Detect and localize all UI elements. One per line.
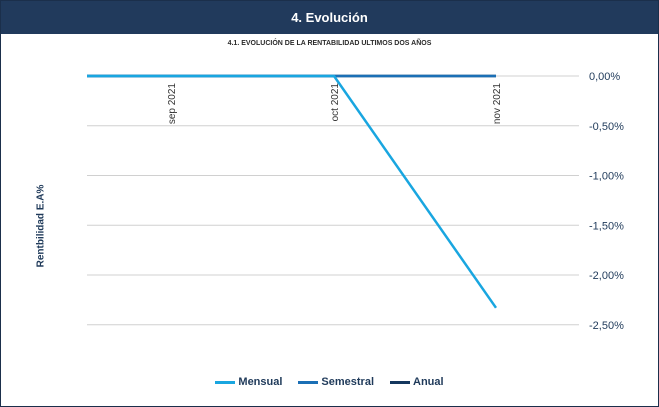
chart-legend: Mensual Semestral Anual <box>1 376 658 388</box>
legend-item-mensual: Mensual <box>215 376 282 388</box>
legend-swatch-semestral <box>298 380 319 384</box>
y-tick-label: -2,00% <box>589 270 624 282</box>
legend-label-mensual: Mensual <box>238 376 283 388</box>
y-tick-label: -1,50% <box>589 220 624 232</box>
legend-swatch-mensual <box>215 380 236 384</box>
x-tick-label: oct 2021 <box>330 83 341 122</box>
y-tick-label: -0,50% <box>589 121 624 133</box>
y-tick-label: 0,00% <box>589 71 620 83</box>
legend-swatch-anual <box>390 380 411 384</box>
legend-label-anual: Anual <box>413 376 444 388</box>
y-tick-label: -1,00% <box>589 171 624 183</box>
chart-title: 4.1. EVOLUCIÓN DE LA RENTABILIDAD ULTIMO… <box>227 40 432 47</box>
x-tick-label: sep 2021 <box>167 83 178 125</box>
section-header: 4. Evolución <box>1 1 658 34</box>
y-tick-label: -2,50% <box>589 320 624 332</box>
x-tick-label: nov 2021 <box>492 83 503 125</box>
series-line-mensual <box>87 74 498 309</box>
legend-item-anual: Anual <box>390 376 444 388</box>
legend-item-semestral: Semestral <box>298 376 374 388</box>
section-title: 4. Evolución <box>291 10 368 25</box>
legend-label-semestral: Semestral <box>321 376 375 388</box>
